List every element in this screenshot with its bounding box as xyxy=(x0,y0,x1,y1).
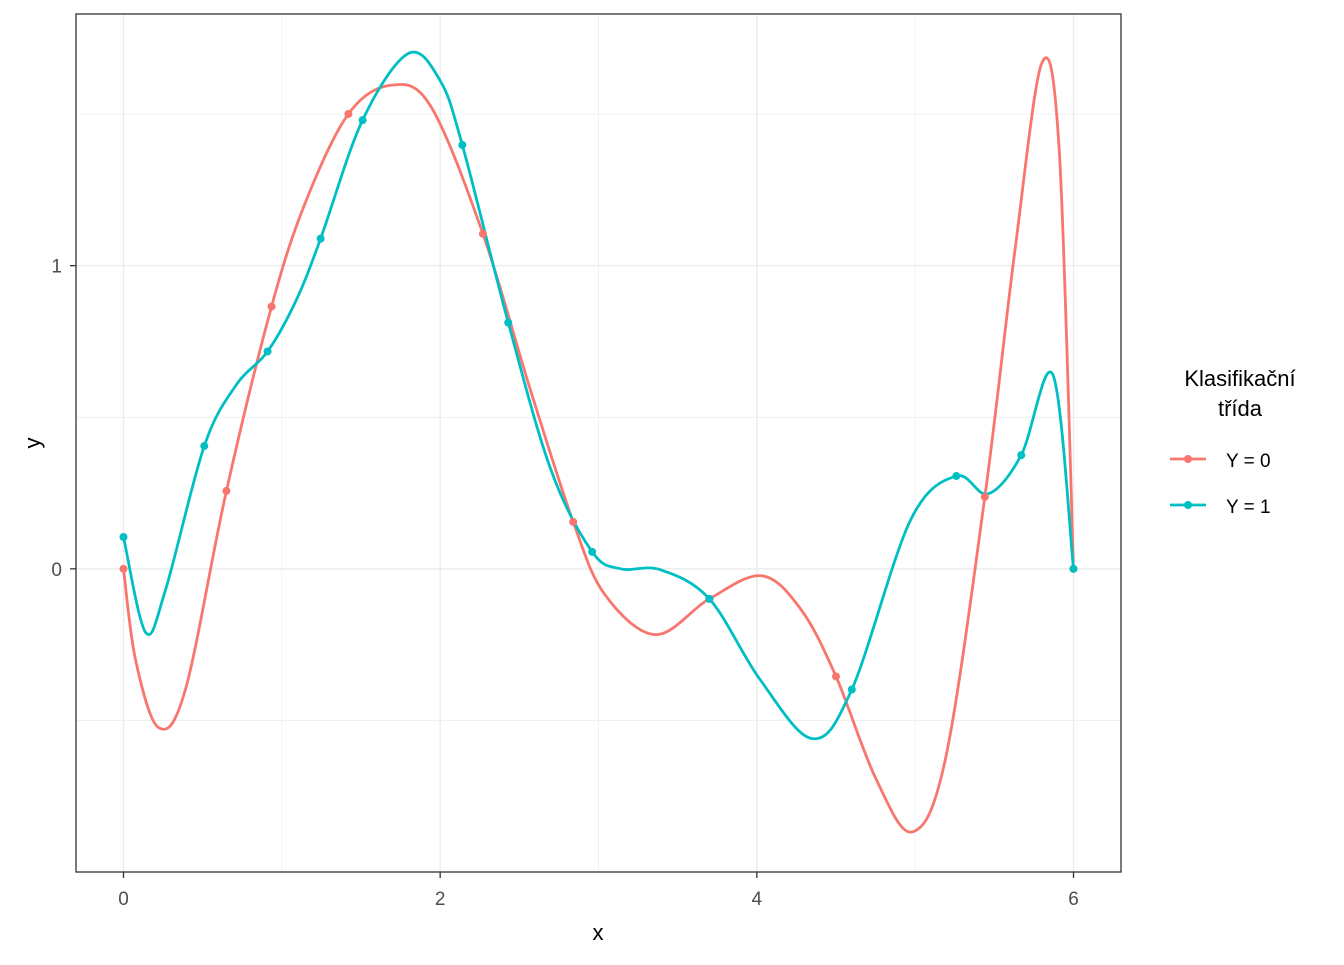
legend: Klasifikační třída Y = 0 Y = 1 xyxy=(1170,366,1296,518)
data-point-y1 xyxy=(705,594,714,603)
x-axis-label: x xyxy=(593,920,604,945)
x-tick-label: 2 xyxy=(435,889,446,910)
data-point-y0 xyxy=(980,492,989,501)
data-point-y0 xyxy=(222,486,231,495)
data-point-y0 xyxy=(119,564,128,573)
data-point-y1 xyxy=(1017,451,1026,460)
series-line-y0 xyxy=(122,56,1075,834)
data-point-y1 xyxy=(263,347,272,356)
data-point-y1 xyxy=(1069,564,1078,573)
data-point-y1 xyxy=(316,234,325,243)
x-tick-label: 6 xyxy=(1068,889,1079,910)
data-point-y0 xyxy=(267,302,276,311)
legend-key-point xyxy=(1184,501,1192,509)
axis-ticks: 0 2 4 6 0 1 xyxy=(51,257,1078,910)
data-point-y1 xyxy=(119,532,128,541)
legend-key-point xyxy=(1184,455,1192,463)
data-point-y0 xyxy=(344,110,353,119)
x-tick-label: 4 xyxy=(752,889,763,910)
data-point-y0 xyxy=(569,517,578,526)
data-point-y1 xyxy=(200,442,209,451)
data-point-y1 xyxy=(504,318,513,327)
y-axis-label: y xyxy=(20,438,45,449)
series-points xyxy=(119,110,1078,694)
legend-label: Y = 0 xyxy=(1226,451,1271,472)
y-tick-label: 1 xyxy=(51,257,62,278)
data-point-y1 xyxy=(458,140,467,149)
legend-title-line2: třída xyxy=(1218,396,1263,421)
data-point-y1 xyxy=(952,472,961,481)
data-point-y1 xyxy=(847,685,856,694)
data-point-y0 xyxy=(832,672,840,681)
x-tick-label: 0 xyxy=(118,889,129,910)
data-point-y1 xyxy=(358,116,367,125)
legend-label: Y = 1 xyxy=(1226,497,1271,518)
y-tick-label: 0 xyxy=(51,560,62,581)
grid xyxy=(76,14,1121,872)
legend-title-line1: Klasifikační xyxy=(1184,366,1295,391)
panel-border xyxy=(75,13,1122,873)
data-point-y0 xyxy=(478,229,487,238)
data-point-y1 xyxy=(588,547,597,556)
